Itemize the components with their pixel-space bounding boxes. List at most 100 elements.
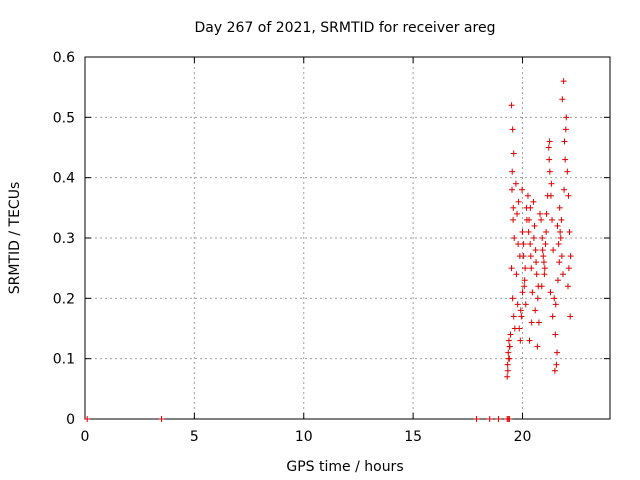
data-point (551, 295, 558, 302)
data-point (504, 373, 511, 380)
data-point (507, 331, 514, 338)
data-point (546, 138, 553, 145)
data-point (561, 138, 568, 145)
data-point (510, 150, 517, 157)
data-point (563, 114, 570, 121)
data-point (552, 301, 559, 308)
data-point (543, 210, 550, 217)
data-point (558, 216, 565, 223)
data-point (546, 156, 553, 163)
data-point (565, 265, 572, 272)
data-point (505, 355, 512, 362)
data-point (542, 241, 549, 248)
data-point (158, 416, 165, 422)
data-point (516, 325, 523, 332)
data-point (514, 301, 521, 308)
data-point (508, 102, 515, 109)
data-point (527, 204, 534, 211)
data-point (526, 216, 533, 223)
data-point (527, 253, 534, 260)
data-point (524, 192, 531, 199)
data-point (506, 416, 513, 422)
data-points (84, 78, 574, 422)
data-point (534, 295, 541, 302)
data-point (557, 235, 564, 241)
data-point (511, 235, 518, 241)
data-point (567, 253, 574, 260)
y-tick-label: 0.4 (53, 171, 75, 187)
data-point (520, 241, 527, 248)
data-point (547, 192, 554, 199)
x-axis-title: GPS time / hours (286, 459, 403, 475)
y-tick-labels: 0 0.1 0.2 0.3 0.4 0.5 0.6 (53, 50, 75, 428)
data-point (554, 277, 561, 284)
data-point (565, 192, 572, 199)
data-point (547, 289, 554, 296)
x-tick-label: 0 (81, 429, 90, 445)
data-point (519, 228, 526, 235)
data-point (522, 301, 529, 308)
data-point (486, 416, 493, 422)
data-point (562, 156, 569, 163)
data-point (515, 241, 522, 248)
data-point (525, 228, 532, 235)
data-point (559, 271, 566, 278)
data-point (473, 416, 480, 422)
data-point (540, 253, 547, 260)
data-point (518, 313, 525, 320)
data-point (510, 204, 517, 211)
data-point (558, 253, 565, 260)
data-point (550, 247, 557, 254)
data-point (545, 144, 552, 151)
data-point (521, 277, 528, 284)
data-point (515, 198, 522, 205)
data-point (517, 307, 524, 314)
data-point (534, 343, 541, 350)
data-point (513, 271, 520, 278)
data-point (519, 186, 526, 193)
data-point (529, 289, 536, 296)
data-point (546, 168, 553, 175)
data-point (539, 247, 546, 254)
data-point (538, 283, 545, 290)
data-point (555, 241, 562, 248)
data-point (541, 265, 548, 272)
data-point (556, 259, 563, 266)
data-point (554, 349, 561, 356)
data-point (552, 331, 559, 338)
data-point (505, 349, 512, 356)
data-point (527, 241, 534, 248)
data-point (514, 210, 521, 217)
data-point (535, 319, 542, 326)
data-point (504, 367, 511, 374)
x-tick-label: 20 (514, 429, 532, 445)
y-tick-label: 0.3 (53, 231, 75, 247)
data-point (567, 313, 574, 320)
data-point (512, 180, 519, 187)
data-point (557, 228, 564, 235)
data-point (532, 307, 539, 314)
data-point (531, 222, 538, 229)
data-point (526, 337, 533, 344)
data-point (528, 319, 535, 326)
y-axis-title: SRMTID / TECUs (7, 182, 23, 295)
data-point (561, 186, 568, 193)
data-point (530, 198, 537, 205)
data-point (551, 367, 558, 374)
data-point (528, 265, 535, 272)
data-point (521, 283, 528, 290)
data-point (554, 222, 561, 229)
data-point (509, 186, 515, 193)
data-point (556, 204, 563, 211)
data-point (495, 416, 502, 422)
y-tick-label: 0.2 (53, 291, 75, 307)
data-point (559, 96, 566, 103)
y-tick-label: 0.6 (53, 50, 75, 66)
data-point (508, 265, 515, 272)
data-point (505, 337, 512, 344)
data-point (549, 216, 556, 223)
grid (85, 57, 610, 419)
data-point (553, 361, 560, 368)
